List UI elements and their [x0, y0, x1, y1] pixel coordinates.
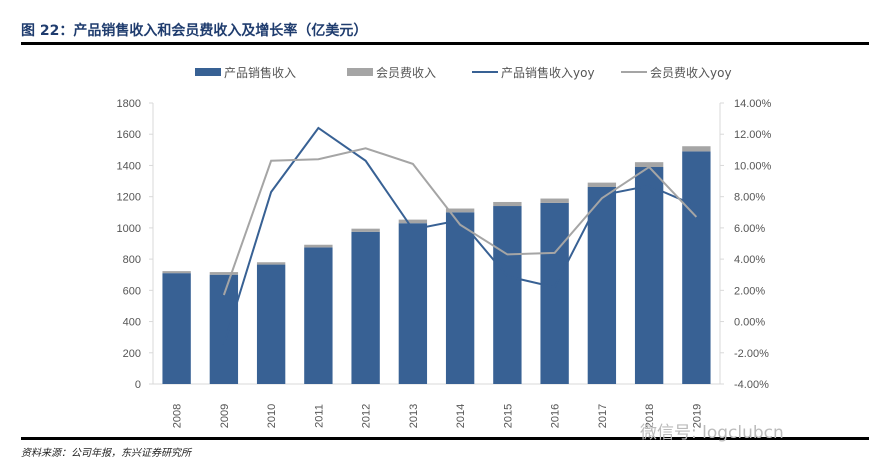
- right-tick-label: 4.00%: [734, 254, 765, 266]
- left-tick-label: 1200: [117, 192, 141, 204]
- left-tick-label: 800: [123, 254, 141, 266]
- left-tick-label: 1000: [117, 223, 141, 235]
- right-tick-label: -2.00%: [734, 348, 769, 360]
- x-tick-label: 2014: [455, 404, 467, 428]
- left-tick-label: 1600: [117, 129, 141, 141]
- bar-membership-fee: [256, 262, 286, 265]
- bar-product-sales: [445, 212, 475, 384]
- bar-product-sales: [304, 247, 333, 384]
- legend-swatch: [347, 68, 373, 76]
- x-tick-label: 2016: [550, 404, 562, 428]
- bar-membership-fee: [682, 146, 711, 152]
- x-tick-label: 2017: [597, 404, 609, 428]
- bar-product-sales: [540, 202, 569, 384]
- bar-membership-fee: [493, 201, 522, 207]
- right-tick-label: 12.00%: [734, 129, 772, 141]
- line-member-yoy: [222, 147, 698, 296]
- bar-membership-fee: [634, 162, 664, 168]
- bar-product-sales: [682, 151, 711, 384]
- bar-membership-fee: [398, 219, 428, 224]
- bar-product-sales: [162, 273, 191, 384]
- left-tick-label: 0: [135, 379, 141, 391]
- legend-label: 会员费收入yoy: [650, 66, 732, 80]
- x-tick-label: 2018: [644, 404, 656, 428]
- x-tick-label: 2009: [219, 404, 231, 428]
- x-tick-label: 2012: [361, 404, 373, 428]
- right-tick-label: -4.00%: [734, 379, 769, 391]
- left-tick-label: 400: [123, 317, 141, 329]
- legend-swatch: [195, 68, 221, 76]
- right-tick-label: 0.00%: [734, 317, 765, 329]
- source-note: 资料来源：公司年报，东兴证券研究所: [21, 448, 191, 459]
- bottom-rule: [21, 437, 869, 440]
- left-tick-label: 200: [123, 348, 141, 360]
- x-tick-label: 2010: [266, 404, 278, 428]
- bar-product-sales: [493, 206, 522, 384]
- x-tick-label: 2019: [691, 404, 703, 428]
- bar-membership-fee: [445, 208, 475, 213]
- left-tick-label: 1400: [117, 160, 141, 172]
- bar-membership-fee: [351, 228, 380, 232]
- right-tick-label: 10.00%: [734, 160, 772, 172]
- right-tick-label: 8.00%: [734, 192, 765, 204]
- right-tick-label: 14.00%: [734, 98, 772, 110]
- x-tick-label: 2013: [408, 404, 420, 428]
- x-tick-label: 2008: [172, 404, 184, 428]
- bar-membership-fee: [587, 182, 617, 187]
- right-tick-label: 6.00%: [734, 223, 765, 235]
- x-tick-label: 2011: [313, 404, 325, 428]
- legend-label: 产品销售收入yoy: [501, 65, 595, 80]
- left-tick-label: 600: [123, 285, 141, 297]
- bar-membership-fee: [209, 272, 239, 275]
- bar-product-sales: [351, 231, 380, 384]
- bar-membership-fee: [162, 271, 191, 274]
- top-rule: [21, 42, 869, 45]
- left-tick-label: 1800: [117, 98, 141, 110]
- bar-membership-fee: [304, 244, 333, 248]
- line-product-yoy: [222, 126, 697, 346]
- bar-product-sales: [398, 223, 428, 384]
- chart-title: 图 22：产品销售收入和会员费收入及增长率（亿美元）: [21, 23, 368, 39]
- watermark: 微信号: logclubcn: [640, 423, 784, 443]
- legend-label: 会员费收入: [376, 66, 436, 80]
- bar-product-sales: [209, 274, 239, 384]
- bar-membership-fee: [540, 198, 569, 203]
- bar-product-sales: [634, 167, 664, 384]
- legend-label: 产品销售收入: [224, 65, 296, 80]
- bar-product-sales: [256, 264, 286, 384]
- right-tick-label: 2.00%: [734, 285, 765, 297]
- x-tick-label: 2015: [502, 404, 514, 428]
- bar-product-sales: [587, 186, 617, 384]
